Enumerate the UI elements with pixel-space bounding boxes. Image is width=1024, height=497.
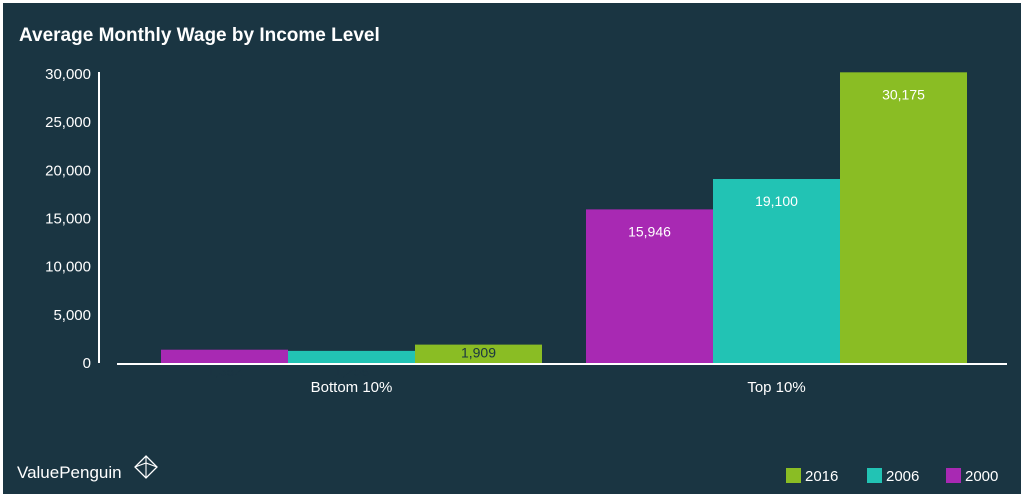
data-label: 15,946: [628, 223, 671, 239]
brand-logo: ValuePenguin: [17, 455, 158, 482]
y-tick-label: 30,000: [45, 66, 91, 83]
data-label: 30,175: [882, 86, 925, 102]
brand-name: ValuePenguin: [17, 463, 122, 482]
data-label: 1,258: [334, 363, 369, 379]
x-category-label: Top 10%: [747, 379, 805, 396]
bar-2006-1: [713, 179, 840, 363]
legend-label: 2000: [965, 468, 998, 485]
bar-2016-1: [840, 72, 967, 364]
legend-label: 2006: [886, 468, 919, 485]
diamond-logo-icon: [134, 455, 158, 479]
legend: 2016 2006 2000: [786, 468, 998, 485]
x-axis: Bottom 10% Top 10%: [117, 363, 1007, 396]
chart-title: Average Monthly Wage by Income Level: [19, 25, 380, 46]
y-tick-label: 5,000: [53, 307, 91, 324]
y-tick-label: 20,000: [45, 162, 91, 179]
bar-chart: Average Monthly Wage by Income Level 0 5,…: [17, 25, 1007, 485]
bars-group: 1,382 15,946 1,258 19,100 1,909 30,175: [161, 72, 967, 379]
y-tick-label: 15,000: [45, 211, 91, 228]
y-axis: 0 5,000 10,000 15,000 20,000 25,000 30,000: [45, 66, 100, 372]
legend-swatch-2000: [946, 468, 961, 483]
y-tick-label: 0: [83, 355, 91, 372]
bar-2016-0: [415, 344, 542, 363]
bar-2000-0: [161, 349, 288, 363]
y-tick-label: 25,000: [45, 114, 91, 131]
x-category-label: Bottom 10%: [311, 379, 393, 396]
data-label: 1,909: [461, 345, 496, 361]
bar-2006-0: [288, 350, 415, 363]
y-tick-label: 10,000: [45, 259, 91, 276]
data-label: 1,382: [207, 363, 242, 379]
legend-swatch-2016: [786, 468, 801, 483]
chart-frame: Average Monthly Wage by Income Level 0 5,…: [3, 3, 1021, 494]
bar-2000-1: [586, 209, 713, 363]
legend-label: 2016: [805, 468, 838, 485]
legend-swatch-2006: [867, 468, 882, 483]
data-label: 19,100: [755, 193, 798, 209]
